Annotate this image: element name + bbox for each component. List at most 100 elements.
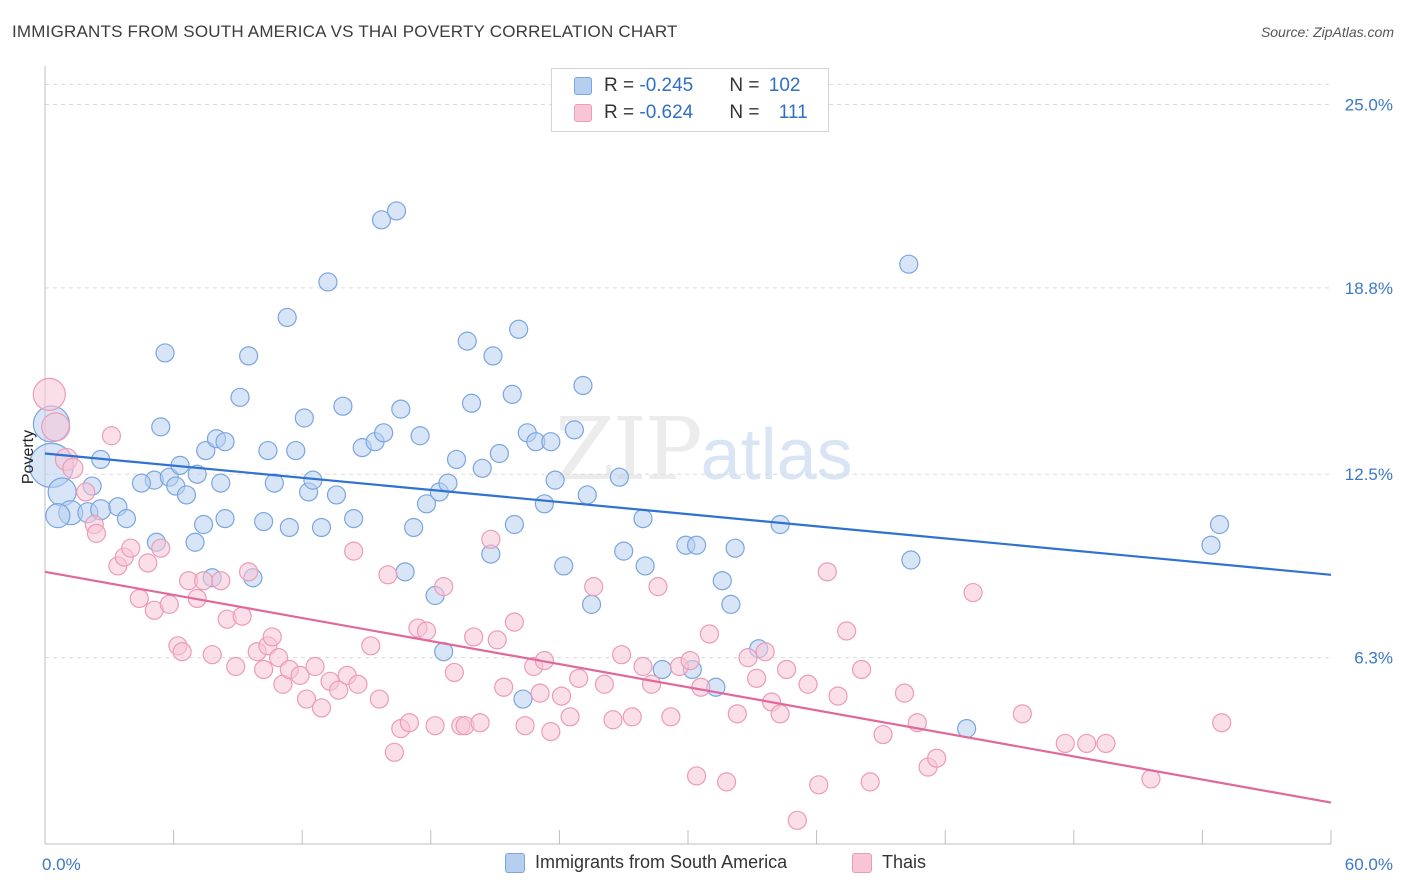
immigrants-point <box>725 538 745 558</box>
watermark-atlas: atlas <box>700 415 853 495</box>
immigrants-trend-line <box>44 452 1332 576</box>
thais-point <box>746 668 767 688</box>
thais-point <box>560 707 580 727</box>
thais-point <box>86 523 107 543</box>
immigrants-point <box>196 440 216 461</box>
immigrants-point <box>581 594 602 614</box>
thais-point <box>464 627 484 647</box>
thais-point <box>551 686 572 706</box>
thais-point <box>416 621 437 641</box>
thais-point <box>541 721 561 742</box>
y-tick-label: 12.5% <box>1345 465 1393 484</box>
immigrants-point <box>286 440 306 461</box>
immigrants-point <box>230 387 250 407</box>
y-tick-label: 25.0% <box>1345 95 1393 114</box>
thais-point <box>62 457 84 479</box>
thais-point <box>1212 713 1232 733</box>
thais-point <box>329 680 349 700</box>
axis-labels: 6.3% 12.5% 18.8% 25.0% 0.0% 60.0% Poverty <box>20 95 1393 874</box>
thais-point <box>817 562 837 582</box>
immigrants-point <box>573 375 593 396</box>
legend-r-value: -0.245 <box>639 75 694 96</box>
thais-point <box>254 659 274 680</box>
thais-point <box>101 426 122 446</box>
immigrants-point <box>333 396 353 416</box>
immigrants-point <box>116 509 137 529</box>
immigrants-point <box>239 346 259 366</box>
thais-point <box>633 656 653 677</box>
immigrants-point <box>371 210 392 230</box>
thais-trend-line <box>44 570 1332 804</box>
immigrants-point <box>374 423 394 443</box>
y-tick-label: 18.8% <box>1345 279 1393 298</box>
legend-swatch-blue <box>574 77 592 95</box>
bottom-legend-immigrants[interactable]: Immigrants from South America <box>505 852 787 873</box>
immigrants-point <box>215 432 235 452</box>
immigrants-point <box>635 556 655 576</box>
immigrants-point <box>712 571 732 591</box>
thais-point <box>305 656 325 677</box>
thais-point <box>776 659 797 680</box>
thais-point <box>76 482 96 502</box>
bottom-legend-label: Thais <box>882 852 927 872</box>
thais-point <box>611 645 632 665</box>
thais-point <box>226 656 246 677</box>
thais-point <box>1077 733 1097 754</box>
x-tick-label: 0.0% <box>42 855 81 874</box>
thais-point <box>504 612 524 632</box>
bottom-legend-thais[interactable]: Thais <box>852 852 926 873</box>
thais-point <box>798 674 818 694</box>
legend-n-value: 111 <box>778 102 808 123</box>
immigrants-point <box>395 562 415 582</box>
thais-point <box>470 713 490 733</box>
thais-point <box>770 704 790 724</box>
immigrants-point <box>404 517 424 538</box>
thais-point <box>121 538 141 558</box>
zipatlas-watermark: ZIPatlas <box>555 400 853 500</box>
immigrants-point <box>410 426 430 446</box>
y-tick-label: 6.3% <box>1354 649 1393 668</box>
thais-point <box>194 571 214 591</box>
series-thais-points <box>32 377 1232 830</box>
thais-point <box>1012 704 1032 724</box>
immigrants-point <box>489 443 509 464</box>
thais-point <box>211 571 231 591</box>
thais-point <box>202 645 222 665</box>
immigrants-point <box>502 384 522 404</box>
immigrants-point <box>194 514 214 535</box>
immigrants-point <box>211 473 231 493</box>
thais-point <box>680 650 700 671</box>
thais-point <box>1055 733 1075 754</box>
immigrants-point <box>187 464 207 484</box>
thais-point <box>894 683 915 703</box>
immigrants-point <box>504 514 524 535</box>
immigrants-point <box>254 511 274 532</box>
thais-point <box>444 662 464 683</box>
immigrants-point <box>131 473 152 493</box>
thais-point <box>584 577 604 597</box>
thais-point <box>727 704 747 724</box>
x-tick-label: 60.0% <box>1345 855 1393 874</box>
immigrants-point <box>901 550 921 570</box>
immigrants-point <box>215 509 235 529</box>
thais-point <box>622 707 642 727</box>
legend-n-value: 102 <box>768 75 801 96</box>
thais-point <box>686 766 707 786</box>
thais-point <box>1096 733 1116 754</box>
immigrants-point <box>151 417 171 437</box>
immigrants-point <box>446 449 467 470</box>
immigrants-point <box>45 503 71 529</box>
immigrants-point <box>438 473 458 493</box>
thais-point <box>348 674 368 694</box>
thais-point <box>494 677 514 697</box>
immigrants-point <box>483 346 503 366</box>
thais-point <box>699 624 720 644</box>
thais-point <box>481 529 501 549</box>
thais-point <box>1141 769 1161 789</box>
immigrants-point <box>957 719 977 739</box>
thais-point <box>755 642 775 662</box>
thais-point <box>661 707 681 727</box>
legend-r-label: R = <box>604 102 640 123</box>
thais-point <box>873 724 893 745</box>
thais-point <box>138 553 158 573</box>
